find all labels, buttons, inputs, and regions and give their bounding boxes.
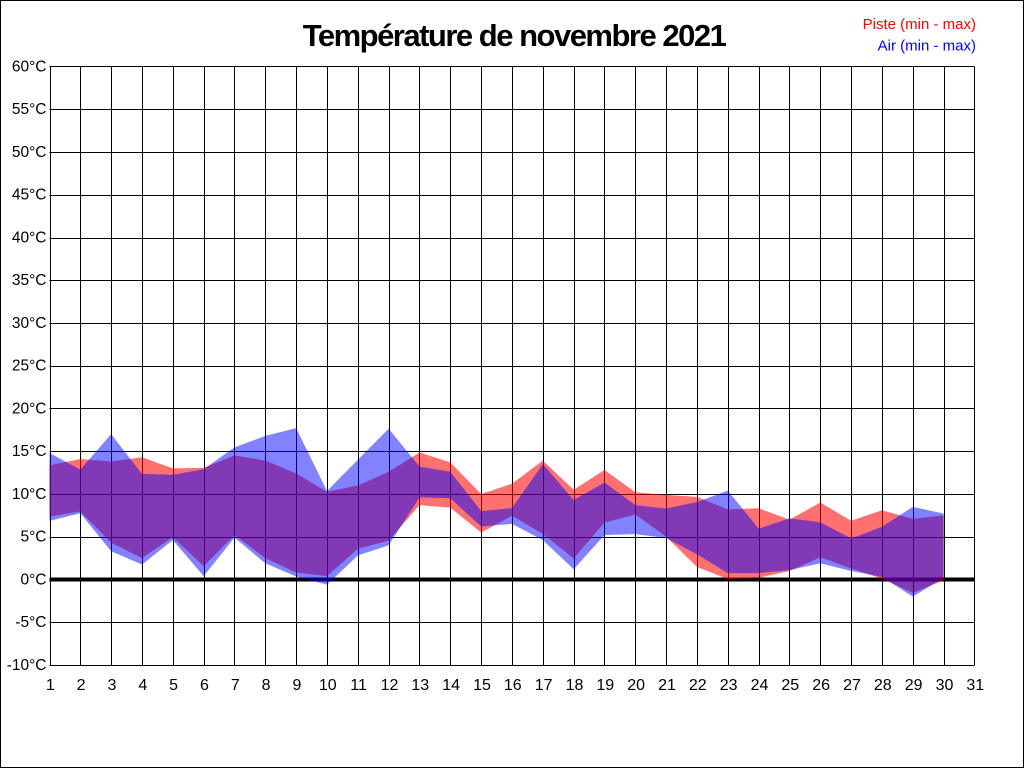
svg-text:7: 7 xyxy=(231,677,240,694)
svg-text:5: 5 xyxy=(169,677,178,694)
svg-text:25: 25 xyxy=(781,677,799,694)
svg-text:35°C: 35°C xyxy=(12,272,47,289)
svg-text:27: 27 xyxy=(843,677,861,694)
svg-text:17: 17 xyxy=(535,677,553,694)
svg-text:-5°C: -5°C xyxy=(15,614,46,631)
svg-text:8: 8 xyxy=(262,677,271,694)
svg-text:5°C: 5°C xyxy=(20,529,46,546)
svg-text:6: 6 xyxy=(200,677,209,694)
svg-text:31: 31 xyxy=(966,677,984,694)
svg-text:50°C: 50°C xyxy=(12,144,47,161)
svg-text:23: 23 xyxy=(720,677,738,694)
svg-text:Air (min - max): Air (min - max) xyxy=(878,38,976,55)
svg-text:55°C: 55°C xyxy=(12,101,47,118)
svg-text:18: 18 xyxy=(566,677,584,694)
svg-text:1: 1 xyxy=(46,677,55,694)
svg-text:Température de novembre 2021: Température de novembre 2021 xyxy=(303,18,727,53)
svg-text:0°C: 0°C xyxy=(20,571,46,588)
svg-text:13: 13 xyxy=(411,677,429,694)
svg-text:3: 3 xyxy=(108,677,117,694)
svg-text:30: 30 xyxy=(936,677,954,694)
svg-text:30°C: 30°C xyxy=(12,315,47,332)
svg-text:22: 22 xyxy=(689,677,707,694)
svg-text:60°C: 60°C xyxy=(12,58,47,75)
svg-text:40°C: 40°C xyxy=(12,229,47,246)
svg-text:45°C: 45°C xyxy=(12,187,47,204)
svg-text:19: 19 xyxy=(596,677,614,694)
svg-text:4: 4 xyxy=(138,677,147,694)
svg-text:21: 21 xyxy=(658,677,676,694)
svg-text:11: 11 xyxy=(350,677,367,694)
svg-text:29: 29 xyxy=(905,677,923,694)
svg-text:2: 2 xyxy=(77,677,86,694)
svg-text:9: 9 xyxy=(293,677,302,694)
svg-text:15: 15 xyxy=(473,677,491,694)
svg-text:28: 28 xyxy=(874,677,892,694)
svg-text:10°C: 10°C xyxy=(12,486,47,503)
svg-text:24: 24 xyxy=(751,677,769,694)
svg-text:15°C: 15°C xyxy=(12,443,47,460)
svg-text:-10°C: -10°C xyxy=(7,657,47,674)
svg-text:26: 26 xyxy=(812,677,830,694)
svg-text:10: 10 xyxy=(319,677,337,694)
svg-text:Piste (min - max): Piste (min - max) xyxy=(863,16,976,33)
svg-text:16: 16 xyxy=(504,677,522,694)
svg-text:12: 12 xyxy=(381,677,399,694)
svg-text:25°C: 25°C xyxy=(12,358,47,375)
svg-text:20°C: 20°C xyxy=(12,400,47,417)
svg-text:20: 20 xyxy=(627,677,645,694)
svg-text:14: 14 xyxy=(442,677,460,694)
